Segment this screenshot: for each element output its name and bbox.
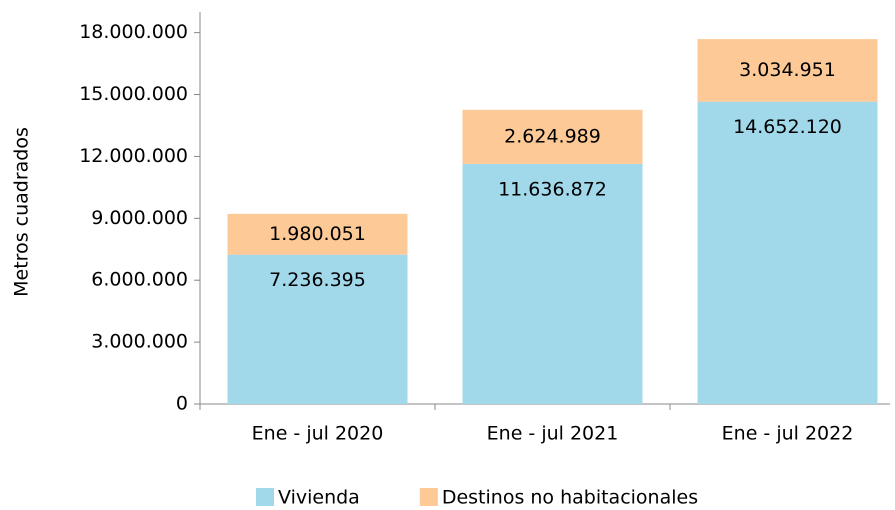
y-tick-label: 0 — [176, 393, 188, 415]
y-tick-label: 3.000.000 — [91, 331, 188, 353]
data-label: 7.236.395 — [269, 269, 366, 291]
y-tick-label: 15.000.000 — [79, 83, 188, 105]
bar-segment — [462, 109, 643, 164]
y-tick-label: 9.000.000 — [91, 207, 188, 229]
y-tick-label: 6.000.000 — [91, 269, 188, 291]
bar-segment — [462, 163, 643, 404]
bar-segment — [227, 213, 408, 255]
legend-label: Destinos no habitacionales — [442, 487, 698, 509]
y-tick-label: 18.000.000 — [79, 21, 188, 43]
y-tick-label: 12.000.000 — [79, 145, 188, 167]
legend-swatch — [256, 488, 274, 506]
y-axis-title: Metros cuadrados — [11, 127, 33, 297]
data-label: 2.624.989 — [504, 125, 601, 147]
data-label: 1.980.051 — [269, 223, 366, 245]
x-tick-label: Ene - jul 2021 — [487, 423, 619, 445]
data-label: 14.652.120 — [733, 116, 842, 138]
x-tick-label: Ene - jul 2020 — [252, 423, 384, 445]
legend-swatch — [419, 488, 438, 506]
bar-segment — [227, 254, 408, 404]
x-tick-label: Ene - jul 2022 — [722, 423, 854, 445]
legend-label: Vivienda — [278, 487, 360, 509]
data-label: 3.034.951 — [739, 59, 836, 81]
data-label: 11.636.872 — [498, 178, 607, 200]
bar-segment — [697, 39, 878, 102]
bar-segment — [697, 101, 878, 405]
